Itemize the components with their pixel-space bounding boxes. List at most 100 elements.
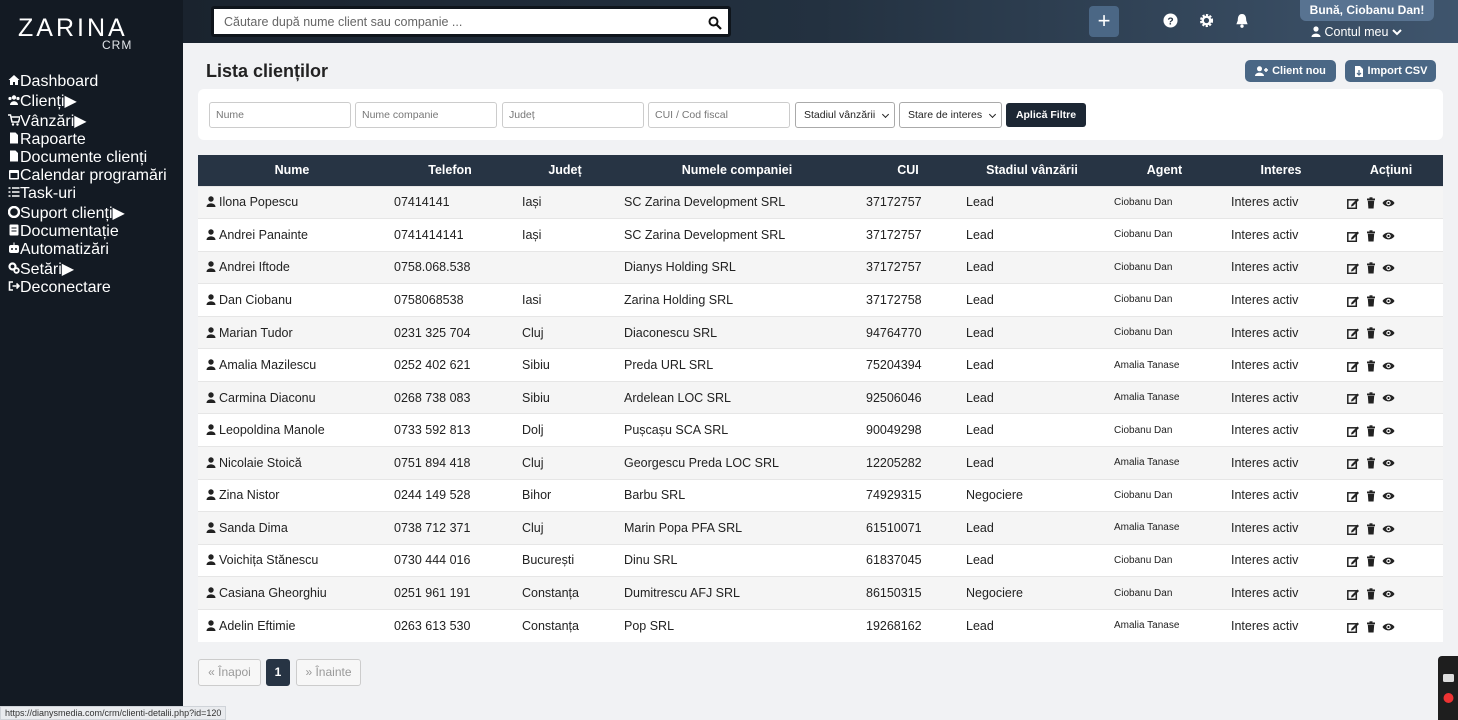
- table: Nume Telefon Județ Numele companiei CUI Stadi…: [198, 155, 1443, 642]
- view-icon[interactable]: [1382, 523, 1395, 535]
- nav-label: Documentație: [20, 223, 119, 240]
- table-row[interactable]: Leopoldina Manole 0733 592 813 Dolj Pușcașu…: [198, 413, 1443, 447]
- view-icon[interactable]: [1382, 360, 1395, 372]
- nav-item[interactable]: Calendar programări: [8, 167, 175, 185]
- phone: 0231 325 704: [386, 315, 514, 349]
- filter-input[interactable]: CUI / Cod fiscal: [648, 102, 790, 128]
- help-icon[interactable]: ?: [1163, 13, 1178, 28]
- delete-icon[interactable]: [1366, 490, 1376, 502]
- table-row[interactable]: Dan Ciobanu 0758068538 Iasi Zarina Holding …: [198, 283, 1443, 317]
- delete-icon[interactable]: [1366, 197, 1376, 209]
- view-icon[interactable]: [1382, 392, 1395, 404]
- table-row[interactable]: Amalia Mazilescu 0252 402 621 Sibiu Preda U…: [198, 348, 1443, 382]
- table-row[interactable]: Adelin Eftimie 0263 613 530 Constanța Pop S…: [198, 608, 1443, 642]
- edit-icon[interactable]: [1347, 392, 1360, 405]
- edit-icon[interactable]: [1347, 295, 1360, 307]
- next-page[interactable]: » Înainte: [296, 659, 361, 686]
- table-row[interactable]: Ilona Popescu 07414141 Iași SC Zarina Devel…: [198, 185, 1443, 219]
- delete-icon[interactable]: [1366, 392, 1376, 404]
- clients-table: Nume Telefon Județ Numele companiei CUI Stadi…: [198, 155, 1443, 642]
- nav-item[interactable]: Suport clienți▶: [7, 203, 175, 223]
- notifications-icon[interactable]: [1235, 13, 1249, 28]
- user-icon: [206, 261, 216, 273]
- delete-icon[interactable]: [1366, 522, 1376, 535]
- view-icon[interactable]: [1382, 197, 1395, 209]
- apply-filters-button[interactable]: Aplică Filtre: [1006, 103, 1086, 127]
- import-csv-button[interactable]: Import CSV: [1345, 60, 1436, 82]
- edit-icon[interactable]: [1347, 457, 1360, 470]
- delete-icon[interactable]: [1366, 360, 1376, 372]
- table-row[interactable]: Andrei Panainte 0741414141 Iași SC Zarina D…: [198, 218, 1443, 252]
- search-box[interactable]: Căutare după nume client sau companie ..…: [211, 6, 731, 37]
- table-row[interactable]: Sanda Dima 0738 712 371 Cluj Marin Popa PFA…: [198, 511, 1443, 545]
- search-icon[interactable]: [708, 16, 722, 30]
- view-icon[interactable]: [1382, 327, 1395, 339]
- table-row[interactable]: Andrei Iftode 0758.068.538 Dianys Holding …: [198, 250, 1443, 284]
- edit-icon[interactable]: [1347, 230, 1360, 242]
- delete-icon[interactable]: [1366, 327, 1376, 339]
- view-icon[interactable]: [1382, 262, 1395, 274]
- view-icon[interactable]: [1382, 490, 1395, 502]
- filter-input[interactable]: Nume companie: [355, 102, 497, 128]
- nav-item[interactable]: Deconectare: [8, 279, 175, 297]
- add-button[interactable]: +: [1089, 6, 1119, 37]
- submenu-arrow: ▶: [64, 93, 77, 110]
- view-icon[interactable]: [1382, 230, 1395, 242]
- edit-icon[interactable]: [1347, 262, 1360, 275]
- button-label: Import CSV: [1367, 65, 1428, 77]
- edit-icon[interactable]: [1347, 621, 1360, 633]
- view-icon[interactable]: [1382, 425, 1395, 437]
- edit-icon[interactable]: [1347, 490, 1360, 503]
- table-row[interactable]: Voichița Stănescu 0730 444 016 București Di…: [198, 543, 1443, 577]
- view-icon[interactable]: [1382, 621, 1395, 633]
- edit-icon[interactable]: [1347, 425, 1360, 437]
- county: Cluj: [514, 315, 616, 349]
- nav-item[interactable]: Dashboard: [8, 73, 175, 91]
- table-row[interactable]: Marian Tudor 0231 325 704 Cluj Diaconescu S…: [198, 315, 1443, 349]
- filter-select[interactable]: Stadiul vânzării: [795, 102, 895, 128]
- prev-page[interactable]: « Înapoi: [198, 659, 261, 686]
- filter-input[interactable]: Județ: [502, 102, 644, 128]
- edit-icon[interactable]: [1347, 327, 1360, 340]
- actions: [1339, 315, 1443, 349]
- current-page[interactable]: 1: [266, 659, 290, 686]
- edit-icon[interactable]: [1347, 588, 1360, 600]
- nav-item[interactable]: Clienți▶: [8, 91, 175, 111]
- nav-item[interactable]: Vânzări▶: [8, 111, 175, 131]
- table-row[interactable]: Casiana Gheorghiu 0251 961 191 Constanța Du…: [198, 576, 1443, 610]
- settings-icon[interactable]: [1199, 13, 1214, 28]
- user-icon: [206, 424, 216, 436]
- edit-icon[interactable]: [1347, 360, 1360, 372]
- view-icon[interactable]: [1382, 295, 1395, 307]
- delete-icon[interactable]: [1366, 457, 1376, 469]
- view-icon[interactable]: [1382, 555, 1395, 567]
- delete-icon[interactable]: [1366, 262, 1376, 274]
- view-icon[interactable]: [1382, 457, 1395, 469]
- table-row[interactable]: Carmina Diaconu 0268 738 083 Sibiu Ardelean…: [198, 380, 1443, 414]
- nav-item[interactable]: Documentație: [8, 223, 175, 241]
- delete-icon[interactable]: [1366, 620, 1376, 633]
- nav-item[interactable]: Automatizări: [8, 241, 175, 259]
- table-row[interactable]: Nicolaie Stoică 0751 894 418 Cluj Georgescu…: [198, 446, 1443, 480]
- sales-stage: Lead: [958, 348, 1106, 382]
- nav-item[interactable]: Documente clienți: [8, 149, 175, 167]
- filter-input[interactable]: Nume: [209, 102, 351, 128]
- delete-icon[interactable]: [1366, 425, 1376, 437]
- filter-select[interactable]: Stare de interes: [899, 102, 1002, 128]
- new-client-button[interactable]: Client nou: [1245, 60, 1336, 82]
- nav-item[interactable]: Task-uri: [8, 185, 175, 203]
- interest: Interes activ: [1223, 218, 1339, 252]
- delete-icon[interactable]: [1366, 229, 1376, 242]
- account-menu[interactable]: Contul meu: [1311, 25, 1402, 39]
- table-row[interactable]: Zina Nistor 0244 149 528 Bihor Barbu SRL 749…: [198, 478, 1443, 512]
- nav-item[interactable]: Setări▶: [8, 259, 175, 279]
- view-icon[interactable]: [1382, 588, 1395, 600]
- edit-icon[interactable]: [1347, 197, 1360, 210]
- nav-item[interactable]: Rapoarte: [8, 131, 175, 149]
- delete-icon[interactable]: [1366, 294, 1376, 307]
- edit-icon[interactable]: [1347, 523, 1360, 535]
- delete-icon[interactable]: [1366, 588, 1376, 600]
- delete-icon[interactable]: [1366, 555, 1376, 567]
- edit-icon[interactable]: [1347, 555, 1360, 568]
